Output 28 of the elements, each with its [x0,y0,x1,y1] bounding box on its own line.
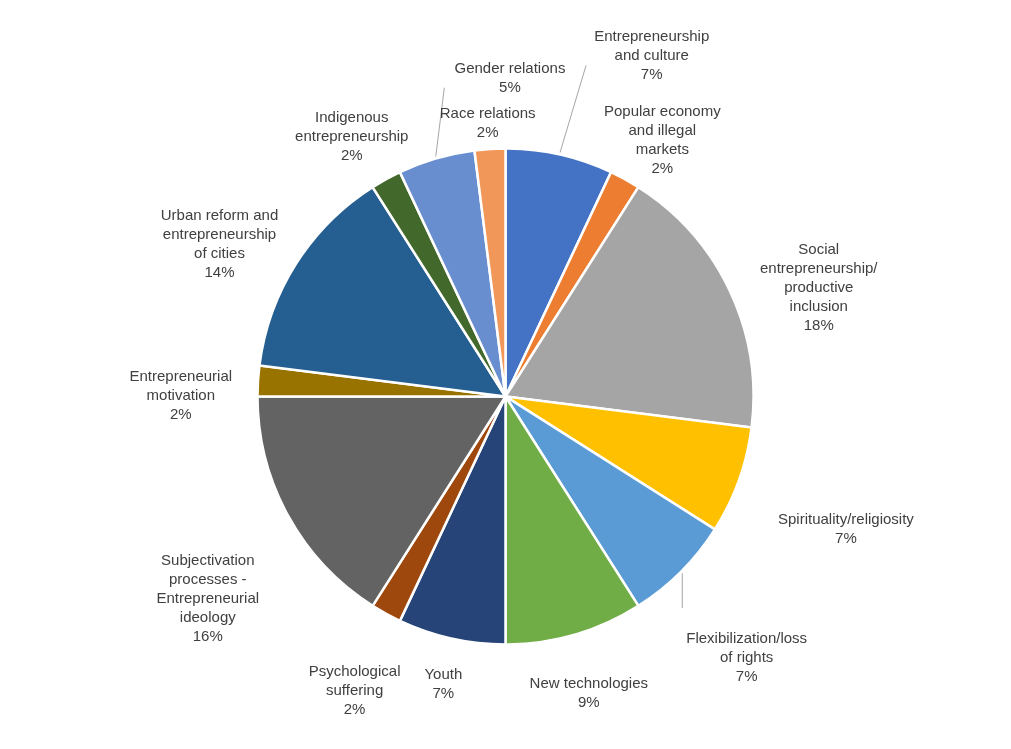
slice-label: Entrepreneurial motivation [129,367,233,404]
data-label: 9% [577,693,600,711]
slice-label: Social entrepreneurship/ productive inclusion [759,240,879,315]
slice-label: Spirituality/religiosity [777,510,915,528]
slice-label: Urban reform and entrepreneurship of cities [160,206,279,261]
data-label: 2% [651,159,674,177]
data-label: 7% [640,64,663,82]
slice-label: Youth [424,665,463,683]
data-label: 16% [192,627,223,645]
data-label: 2% [343,699,366,717]
slice-label: New technologies [529,674,648,692]
slice-label: Gender relations [454,58,566,76]
data-label: 2% [476,123,499,141]
slice-label: Entrepreneurship and culture [594,26,710,63]
data-label: 7% [835,529,857,547]
data-label: 14% [204,263,235,280]
slice-label: Race relations [439,104,536,122]
slice-label: Indigenous entrepreneurship [295,107,409,144]
data-label: 7% [735,666,758,684]
data-label: 5% [499,77,521,95]
slice-label: Flexibilization/loss of rights [686,628,808,665]
slice-label: Psychological suffering [308,661,401,698]
slice-label: Popular economy and illegal markets [603,102,722,158]
data-label: 18% [803,316,834,334]
slice-label: Subjectivation processes - Entrepreneurial ideology [156,551,260,626]
data-label: 2% [340,145,363,163]
data-label: 2% [169,405,192,423]
data-label: 7% [432,684,455,702]
